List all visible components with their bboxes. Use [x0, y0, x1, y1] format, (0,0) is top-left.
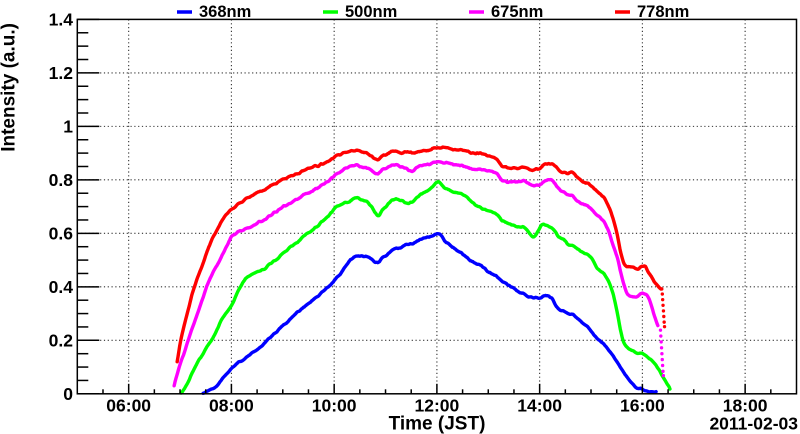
y-tick-label: 0.2 — [49, 331, 74, 351]
legend-entry-500nm: 500nm — [323, 3, 397, 21]
series-curves — [172, 145, 672, 395]
legend-entry-675nm: 675nm — [469, 3, 543, 21]
legend-entry-368nm: 368nm — [177, 3, 251, 21]
date-label: 2011-02-03 — [709, 414, 798, 434]
legend-label-675nm: 675nm — [491, 3, 543, 21]
y-tick-label: 0 — [63, 384, 73, 404]
legend-label-778nm: 778nm — [637, 3, 689, 21]
legend-label-500nm: 500nm — [345, 3, 397, 21]
curve-line-368nm — [201, 231, 658, 395]
legend: 368nm 500nm 675nm 778nm — [177, 3, 689, 21]
legend-label-368nm: 368nm — [199, 3, 251, 21]
curve-line-778nm — [175, 145, 664, 364]
y-tick-label: 0.8 — [49, 170, 74, 190]
tick-labels: 0 0.2 0.4 0.6 0.8 1 1.2 1.4 06:00 08:00 10:00 12:00… — [49, 10, 768, 416]
curve-368nm — [201, 231, 658, 395]
y-tick-label: 0.4 — [49, 277, 74, 297]
curve-tail-dots-675nm — [658, 328, 666, 378]
gridlines — [77, 19, 797, 394]
curve-line-675nm — [172, 159, 660, 388]
y-tick-label: 1.4 — [49, 10, 74, 30]
x-tick-label: 10:00 — [312, 396, 357, 416]
x-axis-title: Time (JST) — [389, 414, 486, 434]
curve-tail-dots-778nm — [660, 292, 667, 329]
x-tick-label: 12:00 — [415, 396, 460, 416]
y-tick-label: 1.2 — [49, 63, 74, 83]
x-tick-label: 18:00 — [723, 396, 768, 416]
x-tick-label: 16:00 — [620, 396, 665, 416]
axis-ticks — [77, 18, 772, 395]
y-axis-title: Intensity (a.u.) — [0, 23, 20, 152]
curve-500nm — [179, 179, 672, 395]
x-tick-label: 08:00 — [209, 396, 254, 416]
curve-675nm — [172, 159, 666, 388]
curve-line-500nm — [179, 179, 672, 395]
y-tick-label: 0.6 — [49, 224, 74, 244]
y-tick-label: 1 — [63, 117, 73, 137]
x-tick-label: 14:00 — [517, 396, 562, 416]
x-tick-label: 06:00 — [106, 396, 151, 416]
legend-entry-778nm: 778nm — [615, 3, 689, 21]
curve-778nm — [175, 145, 667, 364]
